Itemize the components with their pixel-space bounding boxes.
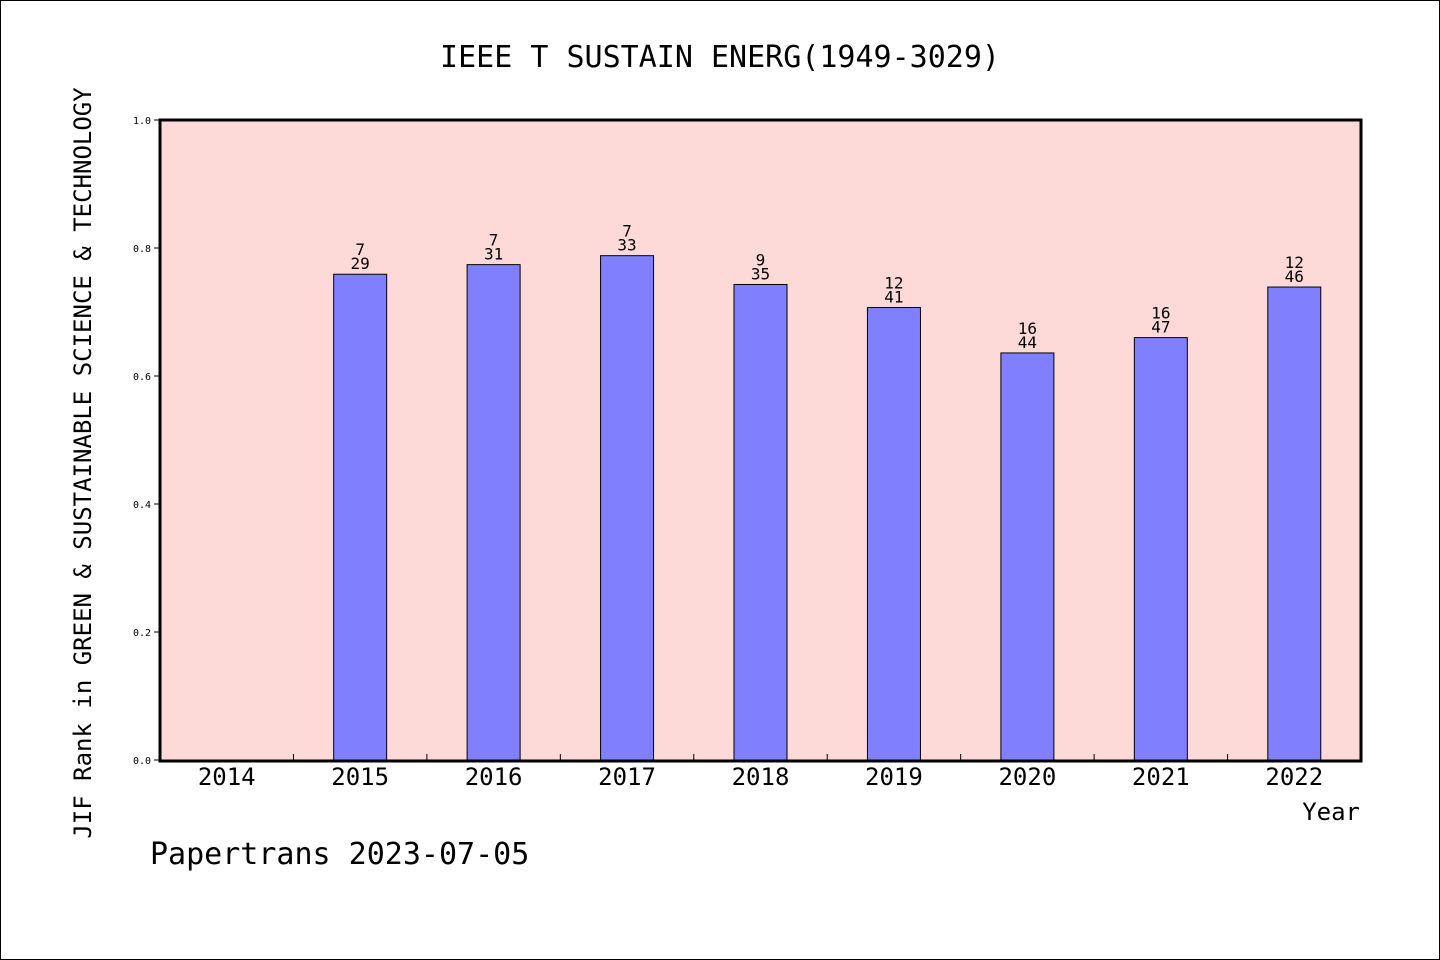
bar-series (333, 255, 1322, 761)
bar-rank-label: 7 (489, 231, 499, 250)
bar-total-label: 41 (884, 288, 903, 307)
bar-total-label: 44 (1018, 333, 1037, 352)
y-tick-label: 0.4 (133, 500, 151, 511)
x-tick-label: 2022 (1265, 763, 1323, 791)
x-tick-label: 2020 (998, 763, 1056, 791)
y-tick-label: 0.2 (133, 628, 151, 639)
y-tick-label: 1.0 (133, 116, 151, 127)
bar (333, 273, 388, 761)
x-tick-label: 2017 (598, 763, 656, 791)
bar-rank-label: 7 (622, 222, 632, 241)
bar (466, 264, 521, 761)
y-axis-label: JIF Rank in GREEN & SUSTAINABLE SCIENCE … (69, 87, 97, 839)
bar-total-label: 46 (1285, 267, 1304, 286)
x-tick-label: 2016 (465, 763, 523, 791)
bar (1000, 352, 1055, 761)
bar-rank-label: 16 (1018, 319, 1037, 338)
x-tick-label: 2019 (865, 763, 923, 791)
y-axis: 0.0 0.2 0.4 0.6 0.8 1.0 (133, 116, 160, 767)
bar (1267, 286, 1322, 761)
bar-rank-label: 12 (884, 274, 903, 293)
bar-rank-label: 7 (355, 240, 365, 259)
x-tick-label: 2018 (732, 763, 790, 791)
bar-total-label: 31 (484, 245, 503, 264)
x-tick-label: 2014 (198, 763, 256, 791)
bar (1133, 337, 1188, 761)
x-axis-label: Year (1302, 798, 1360, 826)
x-tick-label: 2015 (331, 763, 389, 791)
x-tick-label: 2021 (1132, 763, 1190, 791)
bar-total-label: 33 (617, 236, 636, 255)
bar (866, 307, 921, 761)
bar-total-label: 29 (351, 254, 370, 273)
bar-total-label: 35 (751, 264, 770, 283)
y-tick-label: 0.8 (133, 244, 151, 255)
y-tick-label: 0.0 (133, 756, 151, 767)
bar-total-label: 47 (1151, 318, 1170, 337)
x-axis: 2014 2015 2016 2017 2018 2019 2020 2021 2022 (198, 754, 1323, 791)
y-tick-label: 0.6 (133, 372, 151, 383)
chart-title: IEEE T SUSTAIN ENERG(1949-3029) (440, 40, 1000, 75)
bar (600, 255, 655, 761)
bar-rank-label: 16 (1151, 304, 1170, 323)
bar-rank-label: 9 (756, 250, 766, 269)
footer-credit: Papertrans 2023-07-05 (150, 837, 529, 872)
bar (733, 283, 788, 761)
bar-rank-label: 12 (1285, 253, 1304, 272)
